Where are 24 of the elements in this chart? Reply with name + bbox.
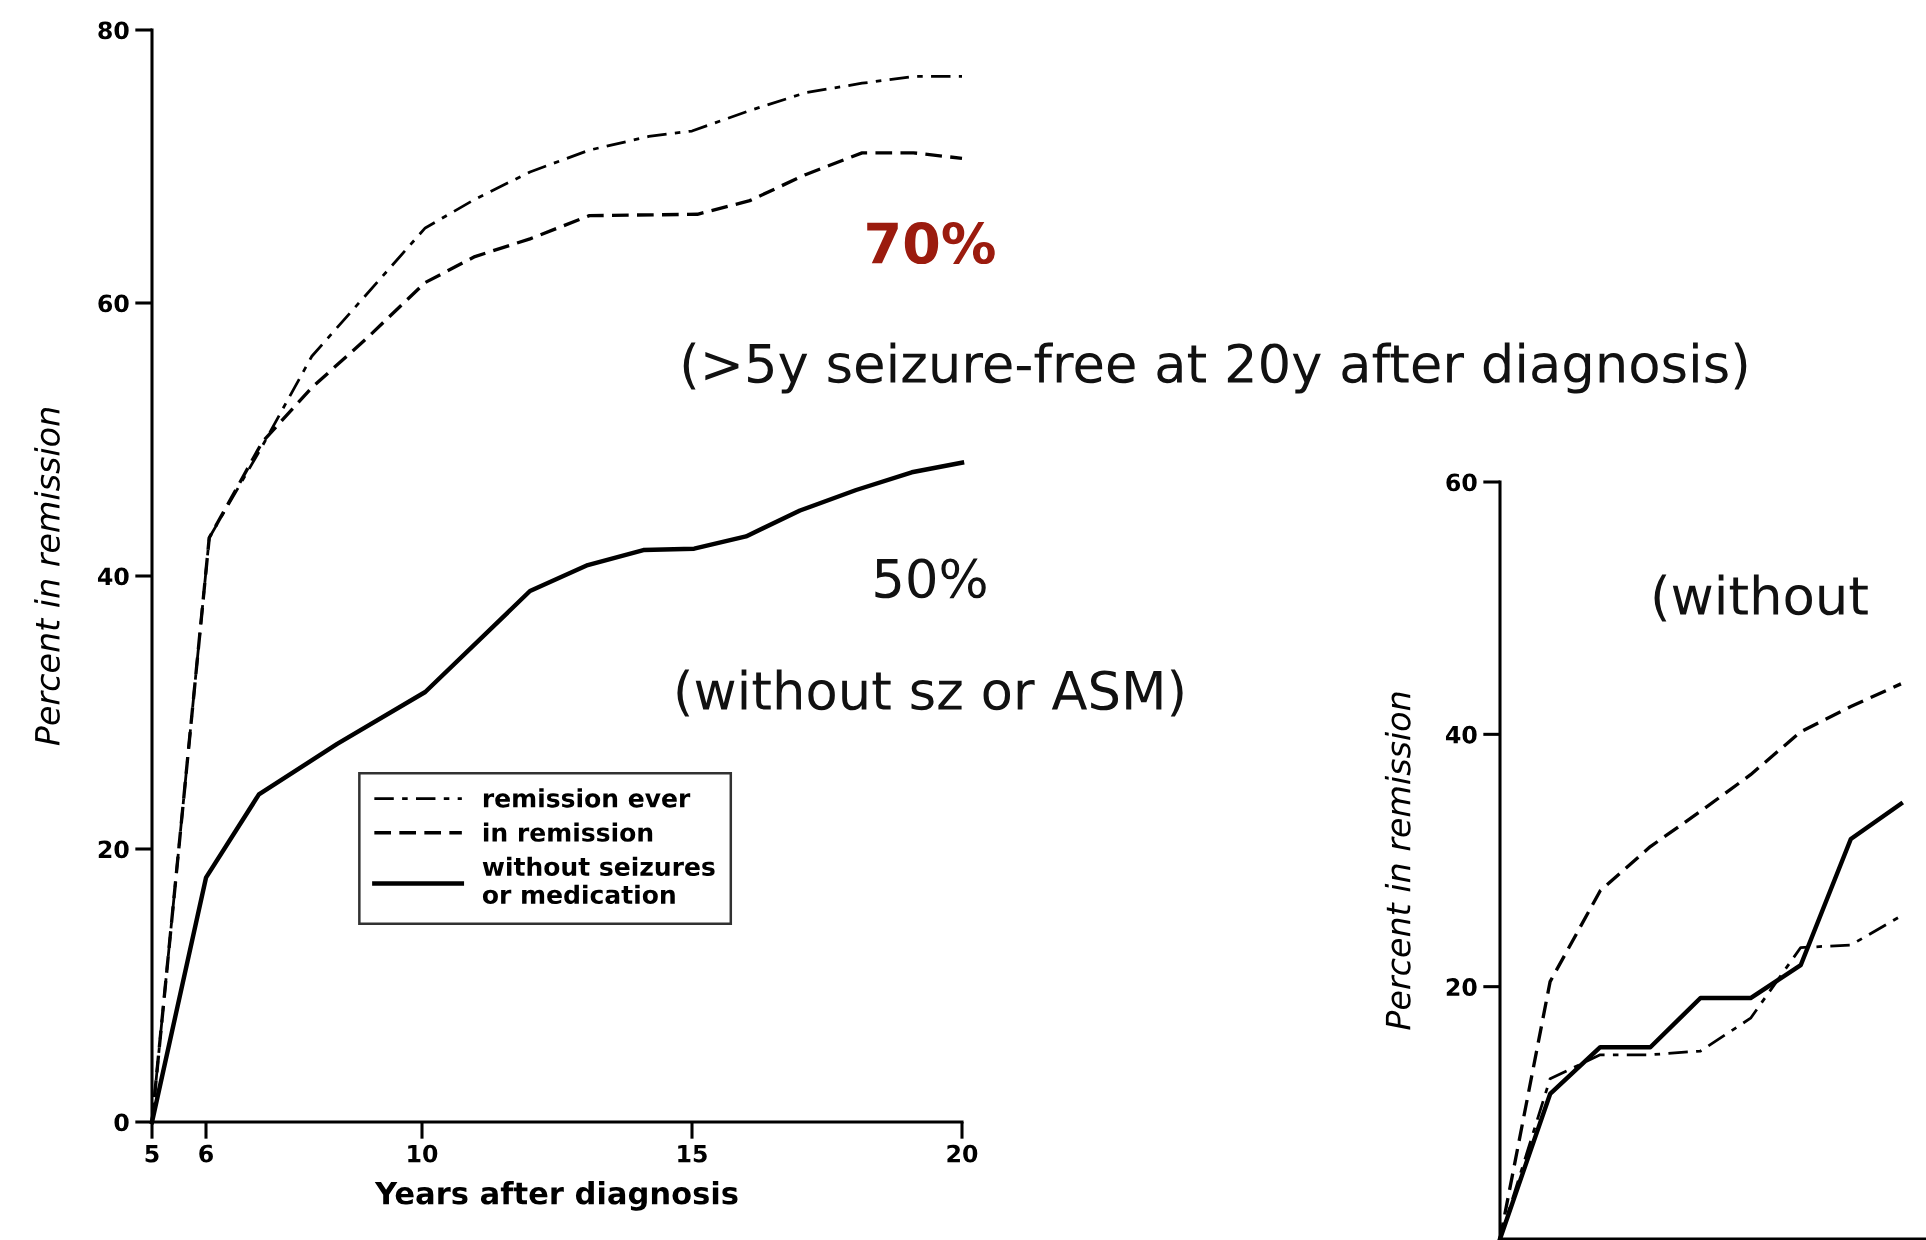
x-tick-label: 10: [408, 1144, 438, 1163]
y-tick-label: 0: [114, 1113, 129, 1132]
y-tick-label: 60: [98, 294, 129, 313]
annotation: 70%: [867, 222, 995, 265]
x-tick-label: 20: [947, 1144, 978, 1163]
y-tick-label: 20: [98, 840, 129, 859]
annotation: (without sz or ASM): [677, 669, 1183, 717]
annotation: (without: [1654, 574, 1868, 622]
y-axis-title: Percent in remission: [1384, 692, 1411, 1030]
legend-label: without seizures or medication: [482, 856, 715, 905]
x-tick-label: 15: [678, 1144, 707, 1163]
x-tick-label: 6: [199, 1144, 213, 1163]
legend-label: in remission: [483, 822, 653, 842]
legend-label: remission ever: [483, 788, 691, 808]
y-tick-label: 80: [98, 21, 129, 40]
y-tick-label: 40: [1445, 725, 1477, 744]
y-axis-title: Percent in remission: [34, 408, 60, 746]
y-tick-label: 40: [97, 567, 129, 586]
annotation: (>5y seizure-free at 20y after diagnosis): [683, 342, 1747, 394]
y-tick-label: 60: [1446, 473, 1477, 492]
x-tick-label: 5: [145, 1144, 159, 1163]
y-tick-label: 20: [1446, 978, 1477, 996]
x-axis-title: Years after diagnosis: [374, 1180, 738, 1211]
annotation: 50%: [875, 558, 986, 599]
